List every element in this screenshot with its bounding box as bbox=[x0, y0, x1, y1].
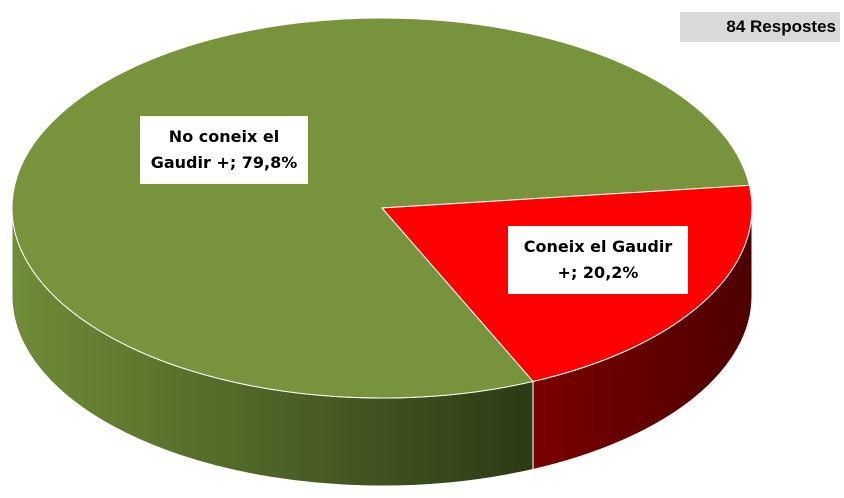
slice-label: Coneix el Gaudir +; 20,2% bbox=[508, 226, 688, 294]
slice bbox=[11, 17, 751, 399]
slice-label: No coneix el Gaudir +; 79,8% bbox=[140, 116, 308, 184]
responses-count: 84 Respostes bbox=[680, 12, 840, 42]
pie-tops bbox=[11, 17, 753, 399]
